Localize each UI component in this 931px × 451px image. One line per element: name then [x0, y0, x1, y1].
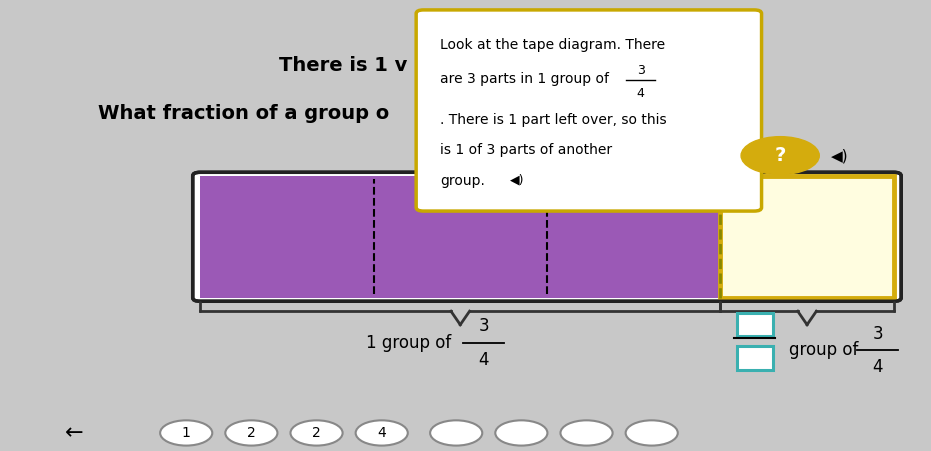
Text: 4: 4	[637, 87, 644, 100]
Text: 2: 2	[312, 426, 321, 440]
Text: ←: ←	[65, 423, 84, 443]
Text: 4: 4	[563, 43, 573, 57]
Text: 3: 3	[872, 325, 884, 343]
Text: 4: 4	[377, 426, 386, 440]
Text: How many: How many	[433, 11, 521, 29]
Bar	[721, 176, 894, 298]
Text: ?: ?	[775, 146, 786, 165]
Circle shape	[626, 420, 678, 446]
Text: 3: 3	[479, 317, 489, 335]
Circle shape	[356, 420, 408, 446]
Text: 3: 3	[563, 11, 573, 25]
Text: ◀): ◀)	[831, 148, 849, 163]
FancyBboxPatch shape	[193, 172, 901, 301]
Text: 2: 2	[247, 426, 256, 440]
Circle shape	[290, 420, 343, 446]
Text: group.: group.	[440, 174, 485, 188]
Text: are 3 parts in 1 group of: are 3 parts in 1 group of	[440, 72, 610, 86]
Text: 4: 4	[872, 358, 884, 376]
Text: Look at the tape diagram. There: Look at the tape diagram. There	[440, 38, 666, 52]
Circle shape	[160, 420, 212, 446]
Text: s are in 1?: s are in 1?	[599, 11, 684, 29]
Text: ◀): ◀)	[712, 11, 730, 26]
Bar	[200, 176, 721, 298]
Text: There is 1 v: There is 1 v	[279, 56, 408, 75]
Circle shape	[495, 420, 547, 446]
Circle shape	[560, 420, 613, 446]
Text: 1 group of: 1 group of	[366, 334, 451, 352]
Text: . There is 1 part left over, so this: . There is 1 part left over, so this	[440, 113, 667, 127]
Bar	[737, 346, 773, 370]
Text: group of: group of	[789, 341, 858, 359]
Text: 3: 3	[637, 64, 644, 77]
Text: is 1 of 3 parts of another: is 1 of 3 parts of another	[440, 143, 613, 157]
Text: What fraction of a group o: What fraction of a group o	[98, 104, 389, 123]
Text: 4: 4	[479, 351, 489, 368]
Circle shape	[430, 420, 482, 446]
Bar	[737, 313, 773, 336]
Circle shape	[741, 137, 819, 175]
Circle shape	[225, 420, 277, 446]
Text: 1: 1	[182, 426, 191, 440]
Text: ◀): ◀)	[510, 174, 525, 187]
FancyBboxPatch shape	[416, 10, 762, 211]
